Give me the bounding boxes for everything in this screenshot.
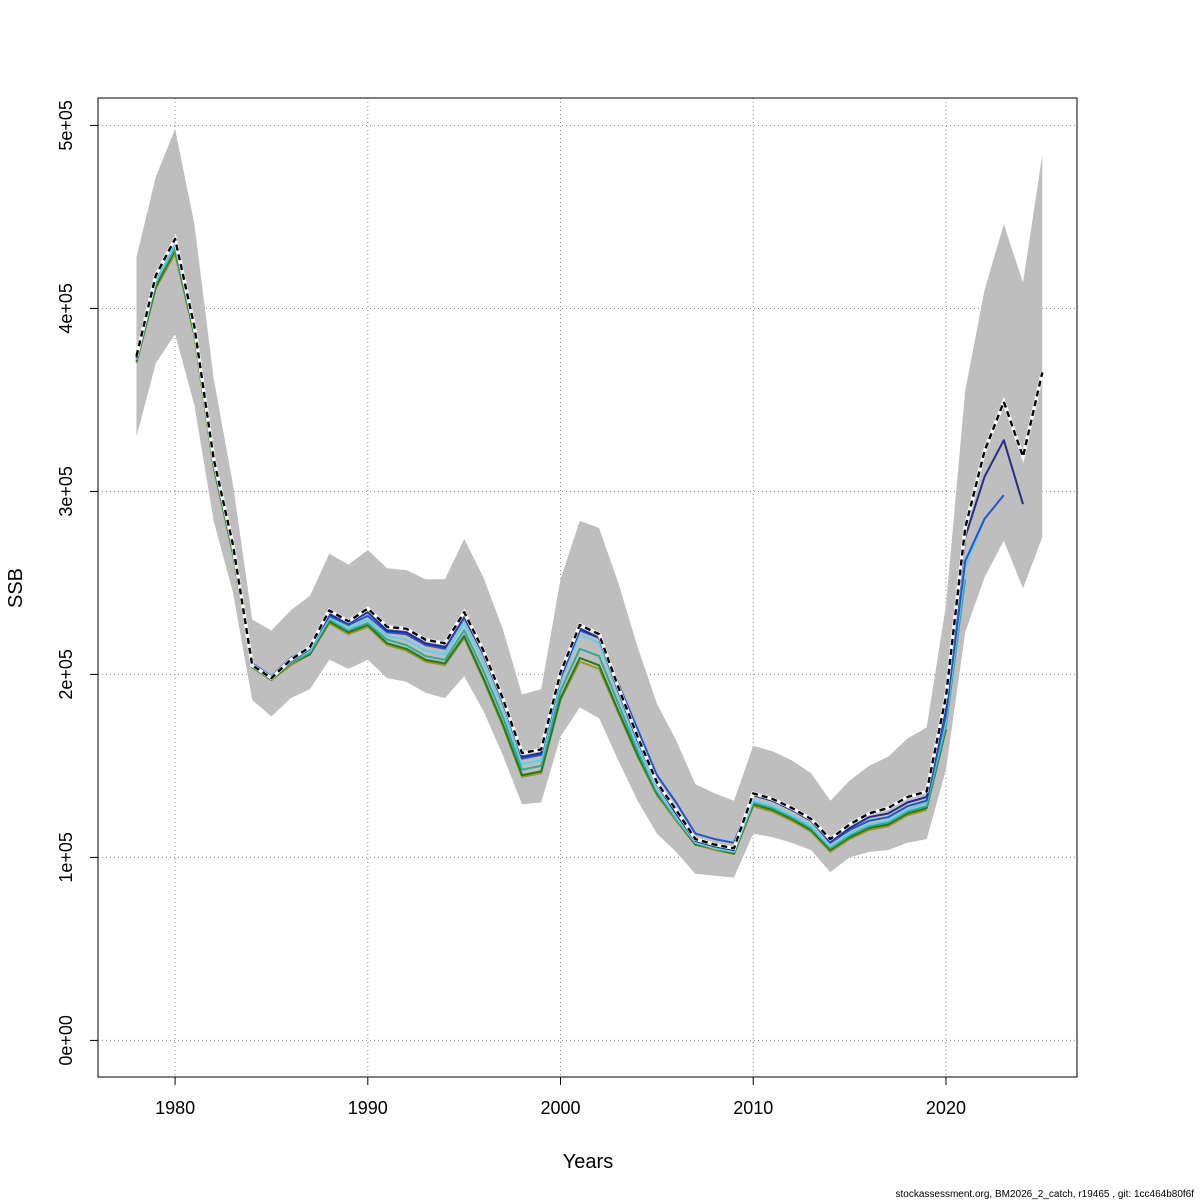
series-layer <box>134 233 1045 855</box>
y-axis-title: SSB <box>5 568 27 608</box>
y-tick-label: 1e+05 <box>56 832 76 883</box>
plot-frame <box>97 97 1078 1078</box>
x-tick-label: 1990 <box>348 1098 388 1118</box>
y-tick-label: 2e+05 <box>56 649 76 700</box>
x-tick-label: 2010 <box>733 1098 773 1118</box>
x-tick-label: 1980 <box>155 1098 195 1118</box>
x-tick-label: 2000 <box>540 1098 580 1118</box>
y-tick-label: 0e+00 <box>56 1015 76 1066</box>
x-axis-title: Years <box>563 1151 613 1173</box>
y-axis: 0e+00 1e+05 2e+05 3e+05 4e+05 5e+05 <box>56 100 98 1066</box>
y-tick-label: 4e+05 <box>56 283 76 334</box>
series-line-estimate <box>135 237 1044 850</box>
band-layer <box>136 129 1043 878</box>
y-tick-label: 3e+05 <box>56 466 76 517</box>
x-axis: 1980 1990 2000 2010 2020 <box>155 1077 966 1118</box>
x-tick-label: 2020 <box>926 1098 966 1118</box>
confidence-band <box>136 129 1043 878</box>
series-line-retro-2 <box>135 239 1005 844</box>
footer-note: stockassessment.org, BM2026_2_catch, r19… <box>895 1189 1194 1200</box>
y-tick-label: 5e+05 <box>56 100 76 151</box>
series-line-retro-3 <box>135 243 986 853</box>
